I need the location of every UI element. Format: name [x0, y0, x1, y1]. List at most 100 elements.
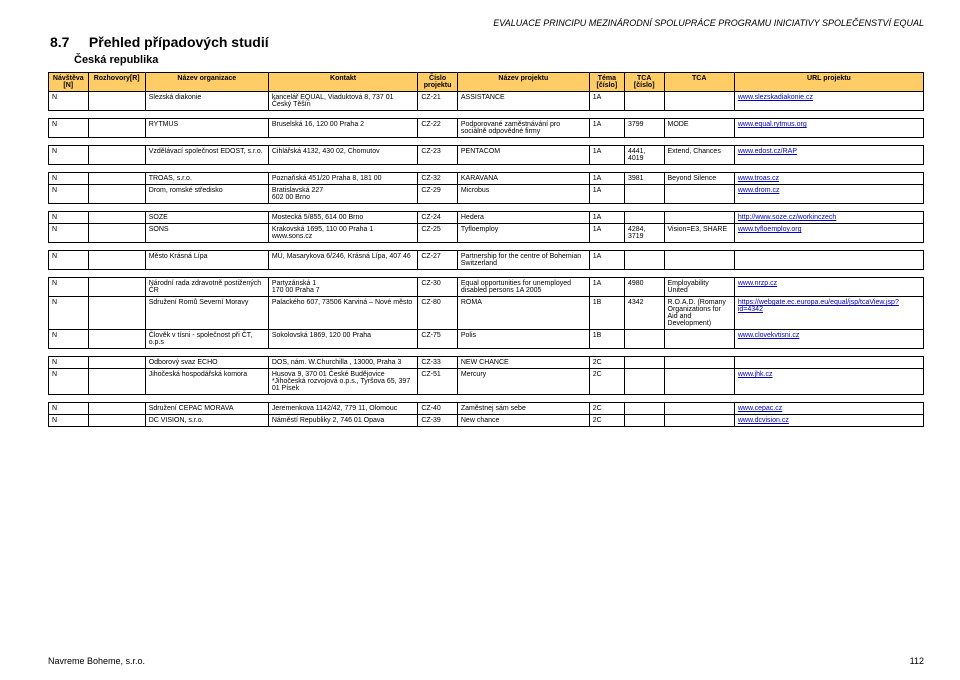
table-cell: Sdružení CEPAC MORAVA [145, 403, 268, 415]
table-cell [88, 251, 145, 270]
table-row: NSONSKrakovská 1695, 110 00 Praha 1 www.… [49, 224, 924, 243]
table-group: N Sdružení CEPAC MORAVAJeremenkova 1142/4… [49, 395, 924, 427]
table-col-header: Kontakt [268, 73, 417, 92]
table-cell [88, 173, 145, 185]
table-cell: 3981 [624, 173, 664, 185]
table-cell-url: www.drom.cz [734, 185, 923, 204]
project-url-link[interactable]: www.cepac.cz [738, 405, 782, 412]
table-cell: Beyond Silence [664, 173, 734, 185]
table-cell: NEW CHANCE [457, 357, 589, 369]
project-url-link[interactable]: www.clovekvtisni.cz [738, 332, 799, 339]
table-cell-url: www.edost.cz/RAP [734, 146, 923, 165]
table-cell [88, 415, 145, 427]
table-group: N Vzdělávací společnost EDOST, s.r.o.Cihl… [49, 138, 924, 165]
table-cell: N [49, 173, 89, 185]
table-cell: MÚ, Masarykova 6/246, Krásná Lípa, 407 4… [268, 251, 417, 270]
table-col-header: TCA [664, 73, 734, 92]
table-cell-url: www.tyfloemploy.org [734, 224, 923, 243]
table-row: NTROAS, s.r.o.Poznaňská 451/20 Praha 8, … [49, 173, 924, 185]
table-cell: Palackého 607, 73506 Karviná – Nové měst… [268, 297, 417, 330]
table-cell: Vzdělávací společnost EDOST, s.r.o. [145, 146, 268, 165]
table-cell: Sokolovská 1869, 120 00 Praha [268, 330, 417, 349]
table-cell: N [49, 415, 89, 427]
table-cell: CZ-40 [418, 403, 458, 415]
project-url-link[interactable]: www.edost.cz/RAP [738, 148, 797, 155]
table-group: NTROAS, s.r.o.Poznaňská 451/20 Praha 8, … [49, 165, 924, 204]
table-cell: N [49, 146, 89, 165]
table-cell: Mercury [457, 369, 589, 395]
table-cell [664, 415, 734, 427]
table-cell: 4980 [624, 278, 664, 297]
table-cell [624, 185, 664, 204]
project-url-link[interactable]: www.drom.cz [738, 187, 780, 194]
table-cell: 1A [589, 119, 624, 138]
table-cell: Slezská diakonie [145, 92, 268, 111]
table-cell: 1B [589, 330, 624, 349]
table-cell [624, 369, 664, 395]
table-cell: New chance [457, 415, 589, 427]
table-cell: TROAS, s.r.o. [145, 173, 268, 185]
table-col-header: Téma [číslo] [589, 73, 624, 92]
table-cell: N [49, 119, 89, 138]
table-cell [624, 330, 664, 349]
table-cell: MODE [664, 119, 734, 138]
project-url-link[interactable]: http://www.soze.cz/workinczech [738, 214, 836, 221]
table-cell: SONS [145, 224, 268, 243]
table-row: NDC VISION, s.r.o.Náměstí Republiky 2, 7… [49, 415, 924, 427]
project-url-link[interactable]: www.tyfloemploy.org [738, 226, 802, 233]
table-cell: Zaměstnej sám sebe [457, 403, 589, 415]
table-cell [624, 403, 664, 415]
table-cell: Odborový svaz ECHO [145, 357, 268, 369]
section-number: 8.7 [50, 34, 69, 50]
table-cell-url: www.slezskadiakonie.cz [734, 92, 923, 111]
project-url-link[interactable]: https://webgate.ec.europa.eu/equal/jsp/t… [738, 299, 899, 313]
table-cell: Bratislavská 227602 00 Brno [268, 185, 417, 204]
table-cell: Partnership for the centre of Bohemian S… [457, 251, 589, 270]
table-cell: CZ-80 [418, 297, 458, 330]
table-col-header: URL projektu [734, 73, 923, 92]
project-url-link[interactable]: www.equal.rytmus.org [738, 121, 807, 128]
table-cell: CZ-75 [418, 330, 458, 349]
table-cell: Tyfloemploy [457, 224, 589, 243]
table-cell-url: www.clovekvtisni.cz [734, 330, 923, 349]
table-cell: 2C [589, 415, 624, 427]
table-cell [664, 212, 734, 224]
table-cell: Člověk v tísni - společnost při ČT, o.p.… [145, 330, 268, 349]
table-cell: Náměstí Republiky 2, 746 01 Opava [268, 415, 417, 427]
table-cell: 1A [589, 173, 624, 185]
project-url-link[interactable]: www.dcvision.cz [738, 417, 789, 424]
table-group: NRYTMUSBruselská 16, 120 00 Praha 2CZ-22… [49, 111, 924, 138]
table-cell: DOS, nám. W.Churchilla , 13000, Praha 3 [268, 357, 417, 369]
table-cell: Bruselská 16, 120 00 Praha 2 [268, 119, 417, 138]
table-cell [664, 369, 734, 395]
table-row: N Odborový svaz ECHODOS, nám. W.Churchill… [49, 357, 924, 369]
table-cell: N [49, 251, 89, 270]
table-cell [664, 403, 734, 415]
project-url-link[interactable]: www.nrzp.cz [738, 280, 777, 287]
table-cell: Národní rada zdravotně postižených ČR [145, 278, 268, 297]
project-url-link[interactable]: www.troas.cz [738, 175, 779, 182]
table-cell: R.O.A.D. (Romany Organizations for Aid a… [664, 297, 734, 330]
table-cell [624, 251, 664, 270]
table-cell: Polis [457, 330, 589, 349]
table-cell: 3799 [624, 119, 664, 138]
table-cell: Cihlářská 4132, 430 02, Chomutov [268, 146, 417, 165]
table-cell: Drom, romské středisko [145, 185, 268, 204]
table-cell: Mostecká 5/855, 614 00 Brno [268, 212, 417, 224]
table-cell [88, 92, 145, 111]
project-url-link[interactable]: www.slezskadiakonie.cz [738, 94, 813, 101]
table-cell [664, 185, 734, 204]
table-cell [664, 357, 734, 369]
table-cell: Jeremenkova 1142/42, 779 11, Olomouc [268, 403, 417, 415]
table-cell: PENTACOM [457, 146, 589, 165]
project-url-link[interactable]: www.jhk.cz [738, 371, 773, 378]
table-cell: 1B [589, 297, 624, 330]
table-cell-url: http://www.soze.cz/workinczech [734, 212, 923, 224]
table-cell: CZ-39 [418, 415, 458, 427]
table-cell-url: www.cepac.cz [734, 403, 923, 415]
table-cell: N [49, 357, 89, 369]
table-cell-url [734, 357, 923, 369]
table-cell: ROMA [457, 297, 589, 330]
table-group: NSOZEMostecká 5/855, 614 00 BrnoCZ-24Hed… [49, 204, 924, 243]
table-cell: Jihočeská hospodářská komora [145, 369, 268, 395]
